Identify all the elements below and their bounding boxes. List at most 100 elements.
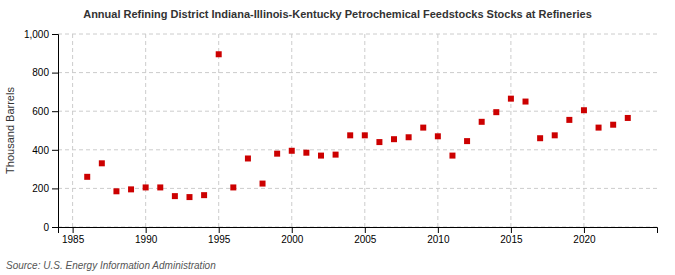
- x-tick-mark: [438, 227, 439, 233]
- x-tick-mark: [584, 227, 585, 233]
- point: [172, 193, 178, 199]
- grid-line: [364, 34, 365, 227]
- point: [260, 181, 266, 187]
- x-axis-line: [59, 228, 658, 234]
- point: [435, 133, 441, 139]
- y-tick-mark: [52, 188, 58, 189]
- grid-line: [437, 34, 438, 227]
- grid-line: [58, 149, 657, 150]
- point: [581, 107, 587, 113]
- y-tick: 800: [32, 67, 58, 78]
- point: [362, 132, 368, 138]
- y-tick-mark: [52, 150, 58, 151]
- point: [479, 119, 485, 125]
- x-tick: 2020: [573, 227, 596, 245]
- x-tick-label: 2010: [427, 234, 450, 245]
- title: Annual Refining District Indiana-Illinoi…: [83, 8, 592, 20]
- y-tick-label: 400: [32, 145, 49, 156]
- grid-line: [583, 34, 584, 227]
- y-tick: 400: [32, 145, 58, 156]
- x-axis: 1985 1990 1995 2000 2005 2010 2015 2020: [59, 227, 658, 245]
- grid-line: [58, 34, 657, 35]
- grid: [58, 34, 657, 227]
- x-tick: 2015: [500, 227, 523, 245]
- point: [420, 125, 426, 131]
- point: [245, 155, 251, 161]
- point: [566, 117, 572, 123]
- grid-line: [510, 34, 511, 227]
- point: [347, 132, 353, 138]
- point: [99, 160, 105, 166]
- x-tick: 2010: [427, 227, 450, 245]
- y-tick-label: 200: [32, 183, 49, 194]
- point: [391, 136, 397, 142]
- point: [216, 51, 222, 57]
- y-axis-line: [52, 35, 59, 228]
- point: [537, 135, 543, 141]
- point: [508, 96, 514, 102]
- y-tick: 0: [43, 222, 58, 233]
- grid-line: [58, 72, 657, 73]
- x-tick-mark: [365, 227, 366, 233]
- point: [303, 150, 309, 156]
- point: [157, 184, 163, 190]
- point: [493, 109, 499, 115]
- x-tick: 2000: [281, 227, 304, 245]
- y-tick-label: 0: [43, 222, 49, 233]
- y-tick-label: 1,000: [24, 29, 49, 40]
- y-axis-title: Thousand Barrels: [4, 87, 16, 174]
- points: [84, 51, 631, 200]
- grid-line: [58, 111, 657, 112]
- chart: Annual Refining District Indiana-Illinoi…: [0, 0, 675, 275]
- x-tick-mark: [292, 227, 293, 233]
- x-tick-mark: [219, 227, 220, 233]
- x-tick: 1985: [62, 227, 85, 245]
- point: [143, 184, 149, 190]
- y-tick: 600: [32, 106, 58, 117]
- x-tick-label: 1990: [135, 234, 158, 245]
- y-tick: 1,000: [24, 29, 58, 40]
- y-tick-mark: [52, 111, 58, 112]
- point: [523, 99, 529, 105]
- y-tick-label: 800: [32, 67, 49, 78]
- point: [128, 186, 134, 192]
- x-tick-label: 1985: [62, 234, 85, 245]
- x-tick-label: 2000: [281, 234, 304, 245]
- grid-line: [218, 34, 219, 227]
- x-tick-mark: [511, 227, 512, 233]
- point: [230, 184, 236, 190]
- y-tick: 200: [32, 183, 58, 194]
- point: [449, 153, 455, 159]
- y-tick-mark: [52, 34, 58, 35]
- x-tick: 2005: [354, 227, 377, 245]
- x-tick-label: 2015: [500, 234, 523, 245]
- x-tick: 1995: [208, 227, 231, 245]
- grid-line: [72, 34, 73, 227]
- point: [552, 132, 558, 138]
- y-tick-mark: [52, 73, 58, 74]
- point: [274, 151, 280, 157]
- point: [596, 125, 602, 131]
- y-tick-mark: [52, 227, 58, 228]
- plot: 1985 1990 1995 2000 2005 2010 2015 2020 0 200 400 6…: [24, 29, 658, 245]
- point: [289, 148, 295, 154]
- x-tick-label: 2020: [573, 234, 596, 245]
- point: [186, 194, 192, 200]
- point: [625, 115, 631, 121]
- point: [113, 188, 119, 194]
- grid-line: [291, 34, 292, 227]
- x-tick-mark: [73, 227, 74, 233]
- x-tick-label: 1995: [208, 234, 231, 245]
- x-tick: 1990: [135, 227, 158, 245]
- point: [406, 134, 412, 140]
- grid-line: [145, 34, 146, 227]
- point: [333, 152, 339, 158]
- source-note: Source: U.S. Energy Information Administ…: [6, 260, 216, 271]
- y-tick-label: 600: [32, 106, 49, 117]
- point: [464, 138, 470, 144]
- x-tick-mark: [146, 227, 147, 233]
- point: [376, 139, 382, 145]
- y-axis: 0 200 400 600 800 1,000: [24, 29, 59, 233]
- x-tick-label: 2005: [354, 234, 377, 245]
- point: [318, 153, 324, 159]
